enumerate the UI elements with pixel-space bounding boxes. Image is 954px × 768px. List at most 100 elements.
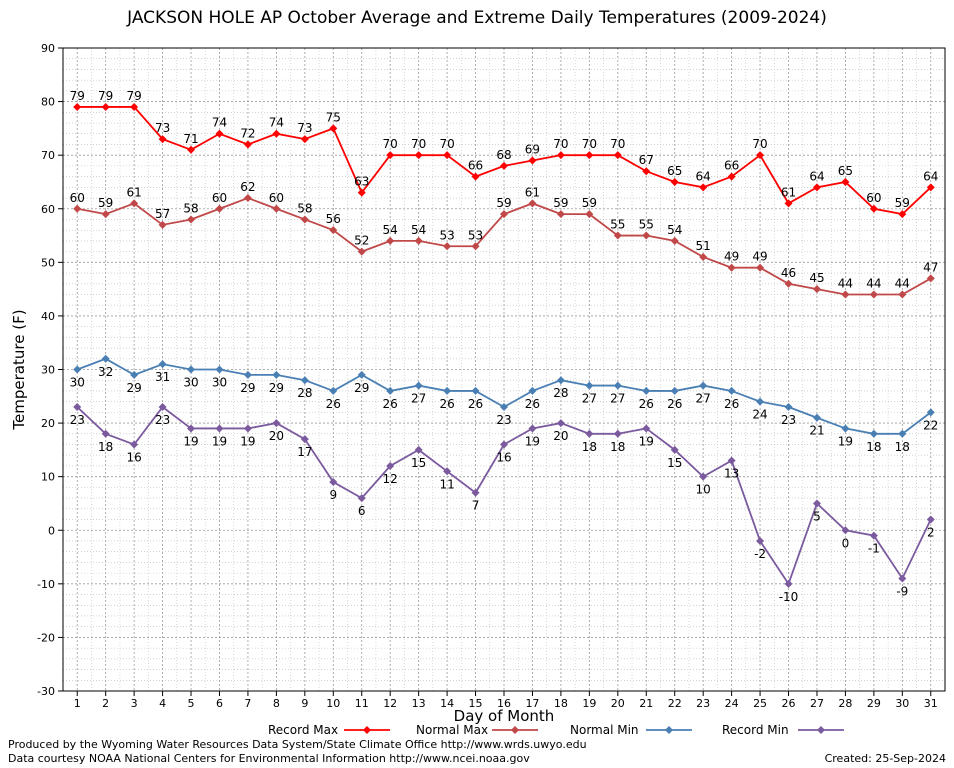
data-label: 27 — [411, 392, 426, 406]
data-label: 30 — [212, 376, 227, 390]
x-tick-label: 14 — [440, 697, 454, 710]
data-point — [670, 386, 679, 395]
data-point — [898, 290, 907, 299]
data-label: 61 — [781, 185, 796, 199]
data-point — [243, 140, 252, 149]
data-label: 23 — [496, 413, 511, 427]
data-point — [926, 515, 935, 524]
data-point — [528, 199, 537, 208]
data-label: 15 — [667, 456, 682, 470]
data-point — [613, 151, 622, 160]
data-label: 55 — [610, 218, 625, 232]
data-label: 26 — [525, 397, 540, 411]
data-point — [869, 429, 878, 438]
legend-marker — [665, 726, 673, 734]
x-tick-label: 31 — [924, 697, 938, 710]
data-label: 73 — [297, 121, 312, 135]
x-tick-label: 5 — [188, 697, 195, 710]
y-tick-label: 90 — [41, 42, 55, 55]
data-label: 64 — [923, 169, 938, 183]
data-point — [898, 574, 907, 583]
data-label: 74 — [212, 116, 227, 130]
data-point — [443, 386, 452, 395]
data-label: 59 — [98, 196, 113, 210]
data-point — [556, 151, 565, 160]
data-label: 67 — [639, 153, 654, 167]
data-point — [386, 461, 395, 470]
data-point — [73, 102, 82, 111]
data-point — [101, 102, 110, 111]
data-label: 2 — [927, 526, 935, 540]
data-point — [158, 403, 167, 412]
data-label: 70 — [610, 137, 625, 151]
data-label: 66 — [724, 159, 739, 173]
data-label: 0 — [842, 536, 850, 550]
data-point — [585, 381, 594, 390]
data-point — [215, 204, 224, 213]
data-label: 30 — [70, 376, 85, 390]
y-tick-label: -30 — [37, 685, 55, 698]
data-point — [500, 403, 508, 412]
data-label: 70 — [582, 137, 597, 151]
data-point — [130, 440, 139, 449]
data-label: 57 — [155, 207, 170, 221]
data-label: 19 — [183, 434, 198, 448]
data-label: 30 — [183, 376, 198, 390]
created-date: Created: 25-Sep-2024 — [824, 752, 946, 765]
x-tick-label: 26 — [782, 697, 796, 710]
data-point — [869, 531, 878, 540]
data-point — [471, 488, 480, 497]
data-point — [926, 183, 935, 192]
data-point — [500, 440, 508, 449]
data-label: 69 — [525, 143, 540, 157]
data-point — [528, 156, 537, 165]
data-point — [73, 365, 82, 374]
data-point — [243, 194, 252, 203]
data-point — [613, 231, 622, 240]
x-axis-label: Day of Month — [454, 707, 555, 725]
data-point — [500, 210, 508, 219]
x-tick-label: 27 — [810, 697, 824, 710]
data-label: 60 — [269, 191, 284, 205]
data-point — [471, 242, 480, 251]
data-point — [357, 494, 366, 503]
data-point — [841, 177, 850, 186]
data-label: 65 — [667, 164, 682, 178]
data-point — [756, 536, 765, 545]
chart-title: JACKSON HOLE AP October Average and Extr… — [127, 8, 827, 28]
data-point — [272, 129, 281, 138]
data-point — [642, 167, 651, 176]
data-point — [784, 579, 793, 588]
data-point — [73, 403, 82, 412]
data-label: 18 — [582, 440, 597, 454]
data-point — [670, 445, 679, 454]
x-tick-label: 21 — [639, 697, 653, 710]
data-point — [699, 472, 708, 481]
data-label: 58 — [297, 201, 312, 215]
data-point — [414, 151, 423, 160]
data-label: 28 — [553, 386, 568, 400]
data-label: 55 — [639, 218, 654, 232]
data-point — [784, 279, 793, 288]
data-point — [130, 370, 139, 379]
data-point — [471, 386, 480, 395]
data-point — [727, 263, 736, 272]
data-label: 58 — [183, 201, 198, 215]
data-point — [841, 424, 850, 433]
data-point — [329, 226, 338, 235]
x-tick-label: 25 — [753, 697, 767, 710]
data-label: 61 — [126, 185, 141, 199]
data-point — [158, 135, 167, 144]
data-label: 26 — [439, 397, 454, 411]
data-point — [699, 252, 708, 261]
y-tick-label: 40 — [41, 310, 55, 323]
data-label: 79 — [126, 89, 141, 103]
data-label: -10 — [779, 590, 799, 604]
data-point — [727, 386, 736, 395]
data-point — [101, 429, 110, 438]
data-point — [613, 381, 622, 390]
x-tick-label: 18 — [554, 697, 568, 710]
data-label: 28 — [297, 386, 312, 400]
y-tick-label: 70 — [41, 149, 55, 162]
data-label: 18 — [98, 440, 113, 454]
